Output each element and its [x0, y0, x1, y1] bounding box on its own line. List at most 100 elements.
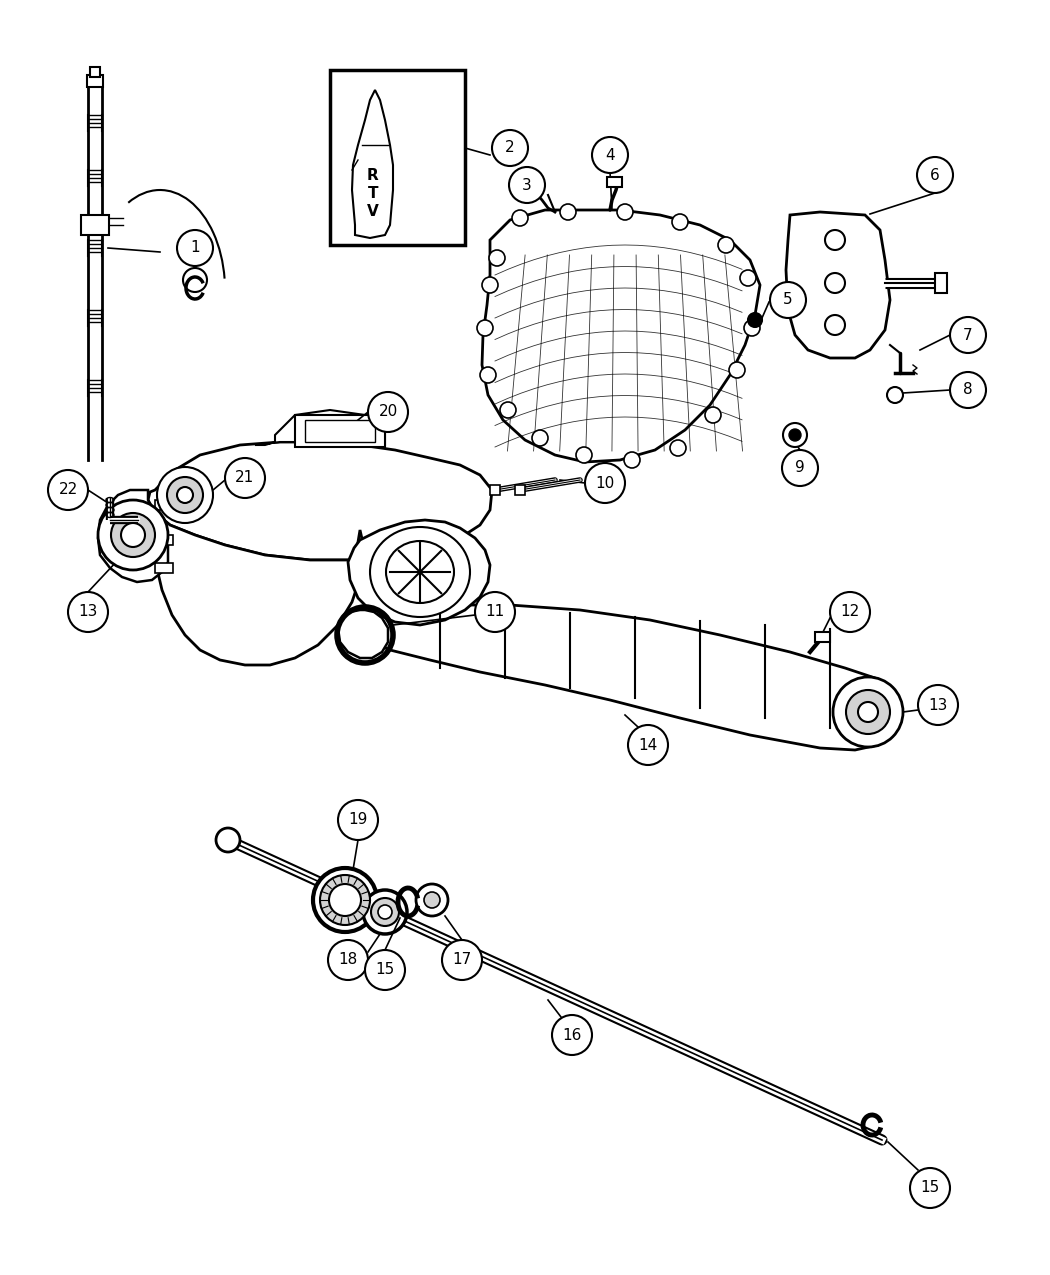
Polygon shape [148, 442, 492, 560]
Bar [607, 177, 622, 187]
Circle shape [68, 592, 108, 632]
Polygon shape [352, 91, 393, 238]
Text: 13: 13 [928, 697, 948, 713]
Bar [87, 75, 103, 87]
Polygon shape [482, 210, 760, 462]
Polygon shape [338, 609, 388, 658]
Circle shape [480, 367, 496, 382]
Circle shape [500, 402, 516, 418]
Text: 20: 20 [378, 404, 398, 419]
Text: 19: 19 [349, 812, 368, 827]
Circle shape [672, 214, 688, 230]
Circle shape [532, 430, 548, 446]
Circle shape [225, 458, 265, 499]
Bar [490, 484, 500, 495]
Text: 11: 11 [485, 604, 505, 620]
Circle shape [825, 273, 845, 293]
Text: 5: 5 [783, 292, 793, 307]
Text: R: R [368, 167, 379, 182]
Text: 14: 14 [638, 737, 657, 752]
Text: 15: 15 [376, 963, 395, 978]
Text: 15: 15 [921, 1181, 940, 1196]
Polygon shape [255, 411, 385, 445]
Text: 8: 8 [963, 382, 972, 398]
Circle shape [887, 388, 903, 403]
Text: 18: 18 [338, 952, 358, 968]
Circle shape [313, 868, 377, 932]
Circle shape [552, 1015, 592, 1054]
Circle shape [48, 470, 88, 510]
Circle shape [830, 592, 870, 632]
Bar [155, 536, 173, 544]
Circle shape [624, 453, 640, 468]
Circle shape [740, 270, 756, 286]
Circle shape [705, 407, 721, 423]
Circle shape [670, 440, 686, 456]
Circle shape [744, 320, 760, 337]
Bar [815, 632, 830, 643]
Circle shape [363, 890, 407, 935]
Circle shape [320, 875, 370, 924]
Polygon shape [148, 500, 365, 666]
Circle shape [910, 1168, 950, 1207]
Bar [81, 215, 109, 235]
Circle shape [328, 940, 368, 980]
Bar [934, 273, 947, 293]
Polygon shape [360, 606, 895, 750]
Text: T: T [368, 185, 378, 200]
Polygon shape [786, 212, 890, 358]
Circle shape [111, 513, 155, 557]
Circle shape [628, 725, 668, 765]
Circle shape [167, 477, 203, 513]
Text: V: V [368, 204, 379, 218]
Circle shape [918, 685, 958, 725]
Text: 16: 16 [563, 1028, 582, 1043]
Circle shape [416, 884, 448, 915]
Circle shape [770, 282, 806, 317]
Text: 9: 9 [795, 460, 805, 476]
Text: 6: 6 [930, 167, 940, 182]
Circle shape [424, 892, 440, 908]
Circle shape [748, 312, 762, 326]
Circle shape [216, 827, 240, 852]
Circle shape [98, 500, 168, 570]
Bar [330, 70, 465, 245]
Circle shape [783, 423, 807, 448]
Circle shape [158, 467, 213, 523]
Bar [304, 419, 375, 442]
Text: 21: 21 [235, 470, 254, 486]
Polygon shape [348, 520, 490, 625]
Circle shape [825, 230, 845, 250]
Circle shape [442, 940, 482, 980]
Circle shape [585, 463, 625, 504]
Circle shape [825, 315, 845, 335]
Bar [528, 184, 540, 191]
Bar [155, 500, 173, 510]
Text: 13: 13 [79, 604, 98, 620]
Text: 4: 4 [605, 148, 615, 162]
Text: 22: 22 [59, 482, 78, 497]
Text: 1: 1 [190, 241, 200, 255]
Circle shape [509, 167, 545, 203]
Circle shape [617, 204, 633, 221]
Circle shape [789, 428, 801, 441]
Text: 17: 17 [453, 952, 471, 968]
Polygon shape [98, 490, 168, 581]
Circle shape [365, 950, 405, 989]
Circle shape [183, 268, 207, 292]
Text: 10: 10 [595, 476, 614, 491]
Circle shape [177, 487, 193, 504]
Circle shape [489, 250, 505, 266]
Circle shape [858, 703, 878, 722]
Circle shape [729, 362, 746, 377]
Bar [295, 414, 385, 448]
Circle shape [950, 317, 986, 353]
Bar [514, 484, 525, 495]
Circle shape [560, 204, 576, 221]
Bar [155, 564, 173, 572]
Text: 2: 2 [505, 140, 514, 156]
Circle shape [512, 210, 528, 226]
Text: 12: 12 [840, 604, 860, 620]
Circle shape [846, 690, 890, 734]
Circle shape [492, 130, 528, 166]
